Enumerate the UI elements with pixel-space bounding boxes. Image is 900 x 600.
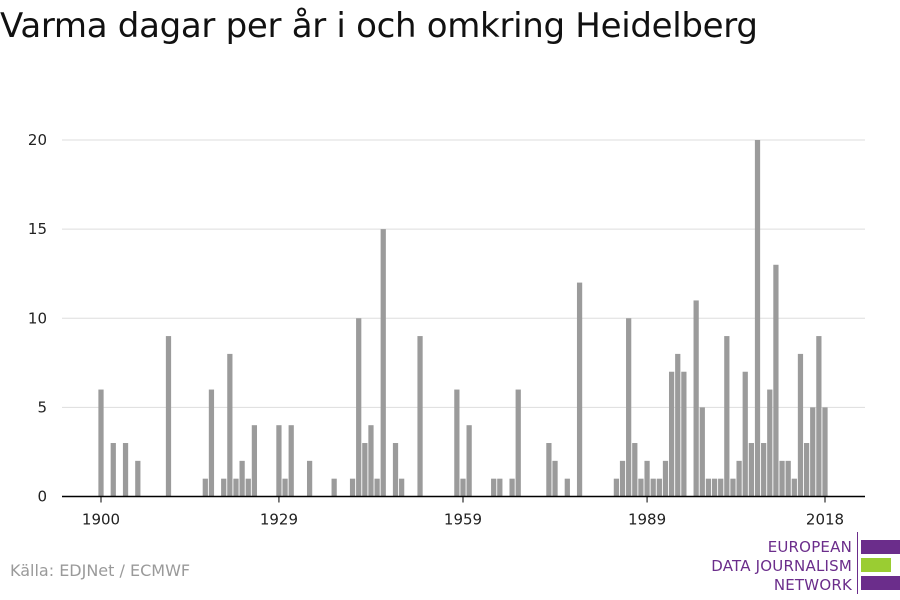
- bar-1976: [564, 478, 570, 497]
- bar-2008: [761, 443, 767, 497]
- bar-2002: [724, 336, 730, 497]
- bar-1942: [356, 318, 362, 497]
- bar-1934: [306, 460, 313, 497]
- x-tick-label: 1989: [628, 511, 666, 529]
- bar-1911: [165, 336, 172, 497]
- bar-1945: [374, 478, 380, 497]
- bar-1974: [552, 460, 558, 497]
- bar-1900: [98, 389, 104, 497]
- bar-2003: [730, 478, 736, 497]
- bar-2007: [754, 140, 761, 497]
- bar-2000: [711, 478, 718, 497]
- bar-1949: [399, 478, 405, 497]
- logo-bar-top: [861, 540, 900, 554]
- bar-1968: [515, 389, 521, 497]
- y-tick-label: 20: [28, 131, 47, 149]
- bar-1923: [239, 460, 245, 497]
- bar-1989: [644, 460, 650, 497]
- bar-1964: [491, 478, 497, 497]
- logo-bar-bottom: [861, 576, 900, 590]
- bar-2009: [767, 389, 773, 497]
- bar-2017: [816, 336, 822, 497]
- bar-1998: [699, 407, 705, 497]
- bar-1946: [380, 229, 386, 497]
- bar-1902: [110, 443, 116, 497]
- bar-1995: [681, 371, 687, 497]
- bar-1931: [288, 425, 294, 497]
- bar-1985: [619, 460, 626, 497]
- bar-1943: [362, 443, 368, 497]
- bar-1924: [245, 478, 251, 497]
- y-tick-label: 0: [37, 488, 47, 506]
- bar-1922: [233, 478, 239, 497]
- bar-1952: [417, 336, 423, 497]
- bar-2018: [822, 407, 828, 497]
- logo-text-european: EUROPEAN: [767, 538, 852, 556]
- bar-2004: [736, 460, 742, 497]
- y-axis-ticks: 0 5 10 15 20: [28, 131, 47, 506]
- x-tick-label: 1929: [260, 511, 298, 529]
- bar-1986: [626, 318, 632, 497]
- bar-1920: [221, 478, 227, 497]
- bar-1993: [668, 371, 675, 497]
- bar-1973: [546, 443, 552, 497]
- logo-text-network: NETWORK: [773, 576, 852, 594]
- bar-1917: [202, 478, 208, 497]
- bar-1938: [331, 478, 337, 497]
- gridlines: [62, 139, 865, 408]
- bar-2015: [803, 443, 810, 497]
- bar-1992: [662, 460, 669, 497]
- bar-2010: [773, 264, 779, 497]
- bar-1941: [349, 478, 356, 497]
- bar-1965: [497, 478, 503, 497]
- bars: [98, 140, 828, 497]
- bar-2016: [810, 407, 816, 497]
- bar-1997: [693, 300, 699, 497]
- x-tick-label: 1959: [444, 511, 482, 529]
- bar-1948: [392, 443, 399, 497]
- source-note: Källa: EDJNet / ECMWF: [10, 561, 191, 580]
- chart-title: Varma dagar per år i och omkring Heidelb…: [0, 6, 758, 46]
- bar-1904: [122, 443, 129, 497]
- logo-bar-middle: [861, 558, 891, 572]
- x-axis-ticks: 1900 1929 1959 1989 2018: [82, 496, 844, 529]
- y-tick-label: 10: [28, 309, 47, 327]
- logo-text-data-journalism: DATA JOURNALISM: [711, 557, 852, 575]
- bar-1987: [632, 443, 638, 497]
- bar-2011: [779, 460, 785, 497]
- bar-2005: [742, 371, 748, 497]
- bar-1944: [368, 425, 374, 497]
- logo-divider: [857, 532, 858, 594]
- bar-1930: [282, 478, 288, 497]
- x-tick-label: 1900: [82, 511, 120, 529]
- y-tick-label: 5: [37, 398, 47, 416]
- edjnet-logo: EUROPEAN DATA JOURNALISM NETWORK: [705, 532, 900, 594]
- bar-1988: [638, 478, 644, 497]
- bar-1991: [656, 478, 662, 497]
- bar-1967: [509, 478, 515, 497]
- bar-2013: [791, 478, 797, 497]
- bar-2006: [748, 443, 754, 497]
- bar-1929: [276, 425, 282, 497]
- bar-1918: [208, 389, 215, 497]
- y-tick-label: 15: [28, 220, 47, 238]
- bar-1921: [227, 353, 233, 497]
- bar-1959: [460, 478, 466, 497]
- bar-1994: [675, 353, 681, 497]
- x-tick-label: 2018: [806, 511, 844, 529]
- bar-1978: [576, 282, 583, 497]
- bar-1990: [650, 478, 656, 497]
- bar-1984: [613, 478, 620, 497]
- bar-1925: [251, 425, 258, 497]
- bar-1958: [454, 389, 460, 497]
- bar-1906: [135, 460, 141, 497]
- bar-2012: [785, 460, 791, 497]
- bar-1999: [705, 478, 712, 497]
- bar-2014: [797, 353, 804, 497]
- bar-1960: [466, 425, 472, 497]
- bar-2001: [718, 478, 724, 497]
